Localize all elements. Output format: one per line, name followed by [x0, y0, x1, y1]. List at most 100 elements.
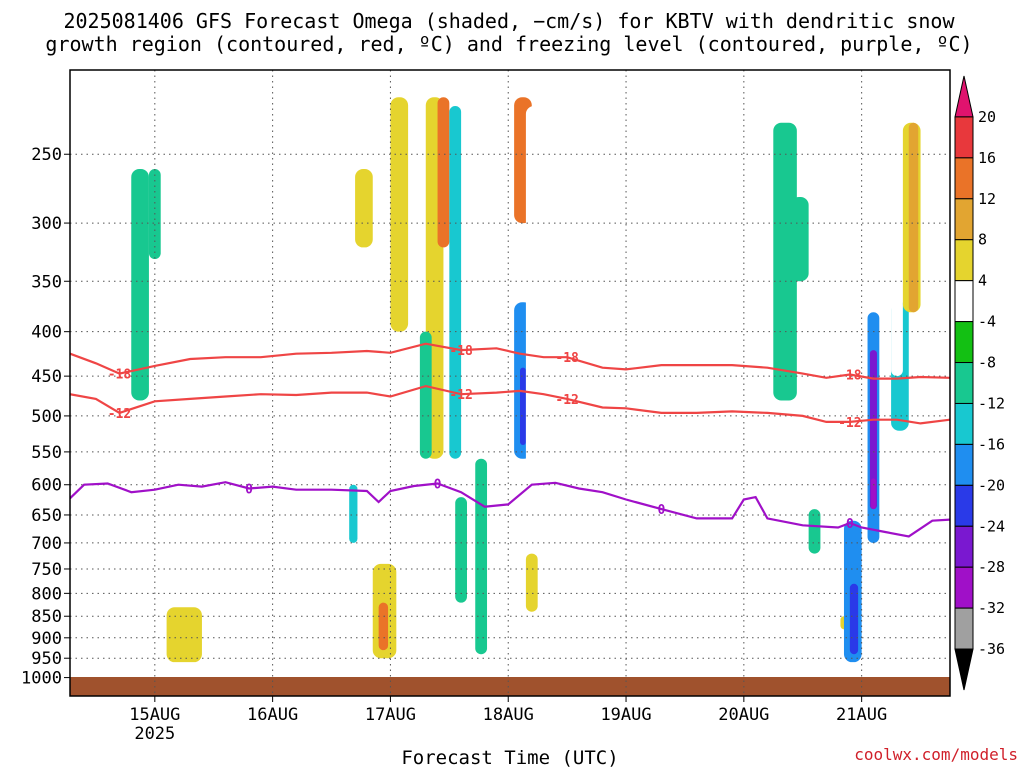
colorbar-box	[954, 116, 974, 159]
omega-region	[166, 607, 202, 663]
omega-region	[631, 616, 662, 663]
y-tick-label: 500	[31, 407, 62, 427]
contours	[70, 342, 950, 538]
omega-region	[696, 616, 727, 663]
omega-region	[555, 97, 574, 416]
colorbar-label: 12	[978, 190, 996, 208]
y-tick-label: 300	[31, 214, 62, 234]
title-line-2: growth region (contoured, red, ºC) and f…	[45, 32, 972, 56]
contour-label-0: 0	[434, 477, 442, 492]
colorbar-label: 20	[978, 108, 996, 126]
omega-region	[655, 197, 674, 359]
omega-region	[932, 484, 950, 543]
contour-labels: -18 -18 -18 -18 -12 -12 -12 -12 0 0 0 0	[108, 344, 862, 532]
x-tick-label: 21AUG	[836, 705, 887, 725]
x-tick-label: 16AUG	[247, 705, 298, 725]
omega-region	[871, 478, 876, 510]
x-tick-label: 19AUG	[600, 705, 651, 725]
omega-region	[349, 484, 358, 543]
colorbar-label: -36	[978, 640, 1005, 658]
contour-label--12: -12	[108, 407, 131, 422]
credit-text: coolwx.com/models	[854, 745, 1018, 764]
y-tick-label: 450	[31, 367, 62, 387]
contour-label--12: -12	[449, 388, 472, 403]
y-tick-label: 600	[31, 476, 62, 496]
omega-region	[849, 583, 859, 655]
y-tick-label: 850	[31, 607, 62, 627]
omega-region	[419, 331, 432, 459]
colorbar-box	[954, 566, 974, 609]
x-tick-label: 15AUG	[129, 705, 180, 725]
omega-region	[790, 197, 809, 282]
y-tick-label: 400	[31, 323, 62, 343]
contour-label--18: -18	[838, 368, 862, 383]
contour-label-0: 0	[245, 482, 253, 497]
colorbar-label: -12	[978, 394, 1005, 412]
colorbar-box	[954, 402, 974, 445]
omega-region	[378, 602, 389, 651]
colorbar-box	[954, 239, 974, 282]
contour-label--18: -18	[108, 368, 132, 383]
x-tick-year-label: 2025	[134, 724, 175, 744]
colorbar-box	[954, 321, 974, 364]
omega-region	[773, 122, 797, 401]
x-axis-title: Forecast Time (UTC)	[401, 747, 618, 768]
y-tick-label: 900	[31, 629, 62, 649]
omega-region	[449, 105, 462, 459]
colorbar-label: 8	[978, 231, 987, 249]
omega-region	[490, 458, 515, 617]
contour-label--18: -18	[555, 351, 579, 366]
y-axis: 2503003504004505005506006507007508008509…	[21, 145, 70, 689]
omega-region	[525, 105, 544, 498]
colorbar-box	[954, 525, 974, 568]
contour--12	[70, 384, 950, 425]
colorbar-box	[954, 443, 974, 486]
colorbar-bottom-arrow	[954, 648, 974, 691]
omega-region	[808, 509, 821, 554]
title-line-1: 2025081406 GFS Forecast Omega (shaded, −…	[63, 9, 955, 33]
y-tick-label: 750	[31, 560, 62, 580]
x-tick-label: 18AUG	[483, 705, 534, 725]
omega-region	[816, 197, 829, 282]
omega-region	[355, 169, 373, 248]
y-tick-label: 650	[31, 506, 62, 526]
contour-label--12: -12	[555, 393, 578, 408]
colorbar-label: 4	[978, 272, 987, 290]
omega-region	[475, 458, 488, 655]
omega-region	[584, 97, 597, 282]
y-tick-label: 950	[31, 649, 62, 669]
plot-frame	[69, 69, 951, 697]
omega-region	[869, 350, 877, 510]
grid	[70, 70, 950, 696]
colorbar-label: -20	[978, 476, 1005, 494]
colorbar-label: -24	[978, 517, 1005, 535]
colorbar-label: -28	[978, 558, 1005, 576]
omega-region	[131, 169, 149, 401]
contour-label--12: -12	[838, 416, 861, 431]
omega-region	[390, 97, 409, 332]
omega-region	[891, 88, 903, 377]
x-tick-label: 17AUG	[365, 705, 416, 725]
y-tick-label: 250	[31, 145, 62, 165]
colorbar-box	[954, 607, 974, 650]
omega-region	[749, 583, 762, 612]
x-tick-label: 20AUG	[718, 705, 769, 725]
surface-ground	[70, 677, 950, 696]
colorbar-label: -32	[978, 599, 1005, 617]
y-tick-label: 350	[31, 272, 62, 292]
colorbar-top-arrow	[954, 75, 974, 118]
colorbar-label: -8	[978, 354, 996, 372]
contour-label--18: -18	[449, 344, 473, 359]
colorbar-box	[954, 157, 974, 200]
omega-region	[525, 553, 538, 612]
y-tick-label: 800	[31, 584, 62, 604]
colorbar-box	[954, 484, 974, 527]
omega-region	[178, 367, 208, 485]
contour-0	[70, 481, 950, 538]
omega-region	[437, 97, 450, 248]
omega-region	[543, 451, 550, 510]
contour-label-0: 0	[846, 517, 854, 532]
colorbar-box	[954, 280, 974, 323]
y-tick-label: 1000	[21, 669, 62, 689]
